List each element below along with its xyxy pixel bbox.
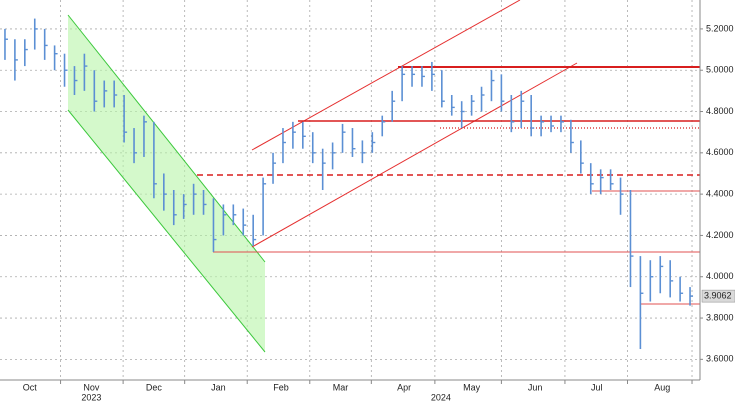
grid: [0, 0, 700, 380]
y-tick-label: 4.4000: [706, 189, 734, 199]
x-tick-label: Dec: [146, 382, 163, 392]
year-label: 2024: [431, 392, 451, 401]
year-label: 2023: [81, 392, 101, 401]
y-tick-label: 3.6000: [706, 354, 734, 364]
last-price-box: [701, 289, 735, 303]
x-tick-label: Mar: [333, 382, 349, 392]
last-price-label: 3.9062: [704, 290, 732, 300]
y-tick-label: 4.2000: [706, 230, 734, 240]
channel-line: [251, 62, 578, 248]
y-tick-label: 4.6000: [706, 147, 734, 157]
x-tick-label: Apr: [397, 382, 411, 392]
x-tick-label: Oct: [23, 382, 38, 392]
y-tick-label: 4.0000: [706, 271, 734, 281]
y-tick-label: 5.0000: [706, 65, 734, 75]
x-tick-label: May: [463, 382, 481, 392]
y-tick-label: 3.8000: [706, 312, 734, 322]
y-tick-label: 5.2000: [706, 23, 734, 33]
x-tick-label: Jan: [211, 382, 226, 392]
x-tick-label: Jun: [528, 382, 543, 392]
x-tick-label: Feb: [273, 382, 289, 392]
price-bars: [4, 18, 694, 350]
x-tick-label: Nov: [83, 382, 100, 392]
channel-line: [67, 14, 266, 263]
x-tick-label: Aug: [654, 382, 670, 392]
channel-line: [251, 0, 521, 151]
falling-channel: [68, 15, 265, 352]
x-tick-label: Jul: [591, 382, 603, 392]
channel-line: [67, 109, 266, 353]
y-tick-label: 4.8000: [706, 106, 734, 116]
axes: 3.6000 3.8000 4.0000 4.2000 4.4000 4.6000 4.80…: [23, 23, 735, 401]
